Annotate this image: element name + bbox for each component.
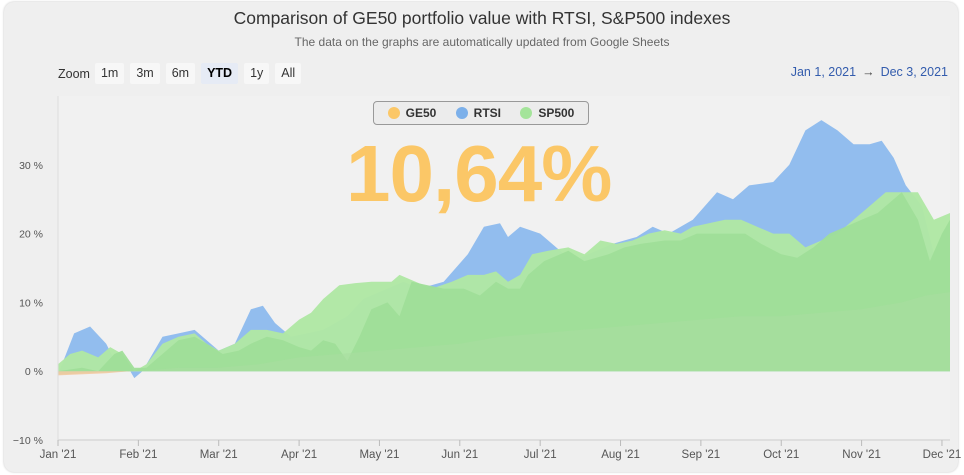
x-tick-label: Sep '21: [682, 449, 721, 461]
x-tick-label: Jun '21: [441, 449, 478, 461]
zoom-controls: Zoom 1m 3m 6m YTD 1y All: [58, 63, 307, 84]
legend-item-rtsi[interactable]: RTSI: [455, 106, 501, 120]
portfolio-return-value: 10,64%: [346, 129, 612, 218]
x-tick-label: Nov '21: [842, 449, 881, 461]
zoom-6m-button[interactable]: 6m: [165, 63, 196, 84]
range-from-input[interactable]: Jan 1, 2021: [790, 65, 857, 79]
chart-title: Comparison of GE50 portfolio value with …: [233, 8, 731, 28]
x-tick-label: Jan '21: [40, 449, 77, 461]
legend-item-ge50[interactable]: GE50: [387, 106, 437, 120]
chart-subtitle: The data on the graphs are automatically…: [294, 35, 670, 49]
zoom-label: Zoom: [58, 66, 90, 81]
y-tick-label: 30 %: [19, 160, 43, 172]
x-tick-label: Jul '21: [524, 449, 557, 461]
legend-dot-sp500: [520, 107, 533, 119]
legend-label-ge50: GE50: [405, 106, 437, 120]
legend-item-sp500[interactable]: SP500: [520, 106, 574, 120]
zoom-3m-button[interactable]: 3m: [130, 63, 160, 84]
zoom-all-button[interactable]: All: [275, 63, 302, 84]
range-to-input[interactable]: Dec 3, 2021: [880, 65, 948, 79]
zoom-1y-button[interactable]: 1y: [244, 63, 270, 84]
x-tick-label: Apr '21: [281, 449, 317, 461]
x-tick-label: Aug '21: [601, 449, 640, 461]
x-tick-label: Mar '21: [200, 449, 238, 461]
x-tick-label: May '21: [359, 449, 399, 461]
y-tick-label: −10 %: [13, 435, 43, 447]
range-arrow-icon: →: [862, 65, 875, 79]
x-tick-label: Oct '21: [763, 449, 799, 461]
ge50-negative-area: [58, 371, 131, 376]
y-tick-label: 20 %: [19, 229, 43, 241]
y-tick-label: 0 %: [25, 366, 43, 378]
date-range: Jan 1, 2021 → Dec 3, 2021: [791, 65, 948, 79]
legend-label-rtsi: RTSI: [473, 106, 501, 120]
x-tick-label: Dec '21: [923, 449, 962, 461]
zoom-1m-button[interactable]: 1m: [94, 63, 125, 84]
x-tick-label: Feb '21: [119, 449, 157, 461]
ge50-area: [58, 292, 950, 375]
y-tick-label: 10 %: [19, 297, 43, 309]
chart-legend: GE50 RTSI SP500: [373, 101, 589, 125]
legend-dot-rtsi: [455, 107, 468, 119]
legend-label-sp500: SP500: [538, 106, 575, 120]
zoom-ytd-button[interactable]: YTD: [201, 63, 239, 84]
legend-dot-ge50: [387, 107, 400, 119]
